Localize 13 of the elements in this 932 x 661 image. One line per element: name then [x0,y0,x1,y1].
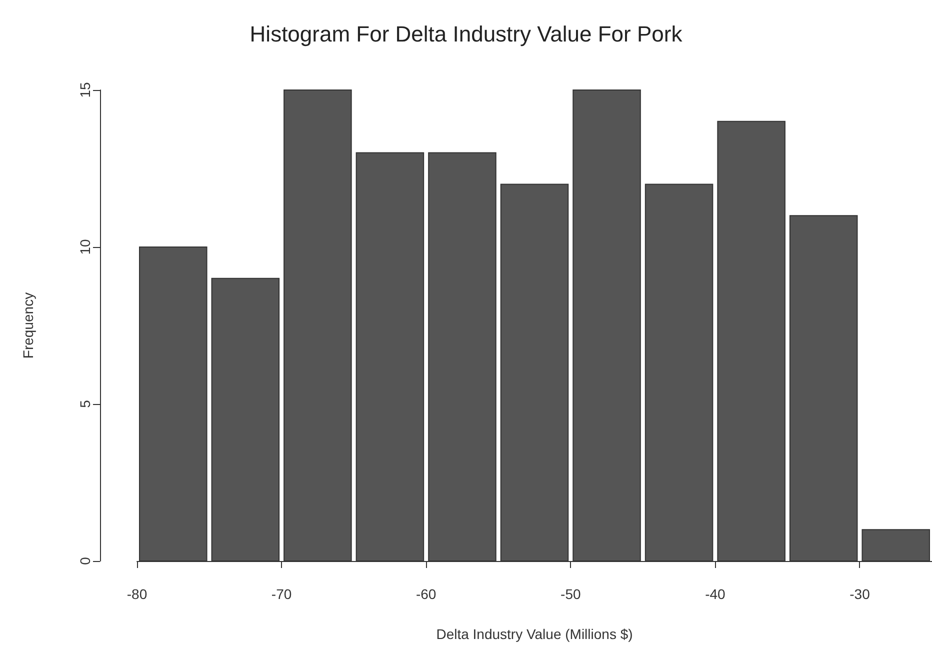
x-tick-label: -30 [850,586,870,602]
x-axis-title: Delta Industry Value (Millions $) [436,626,633,642]
y-tick-label: 10 [77,239,93,255]
x-tick-label: -80 [126,586,148,602]
x-tick-label: -70 [271,586,292,602]
y-tick-label: 15 [77,82,93,98]
chart-title: Histogram For Delta Industry Value For Pork [250,22,684,46]
x-tick-label: -50 [560,586,581,602]
x-tick-label: -40 [705,586,726,602]
x-tick-label: -60 [416,586,436,602]
y-tick-label: 5 [77,400,93,408]
y-axis-title: Frequency [20,292,36,359]
y-tick-label: 0 [77,556,93,565]
